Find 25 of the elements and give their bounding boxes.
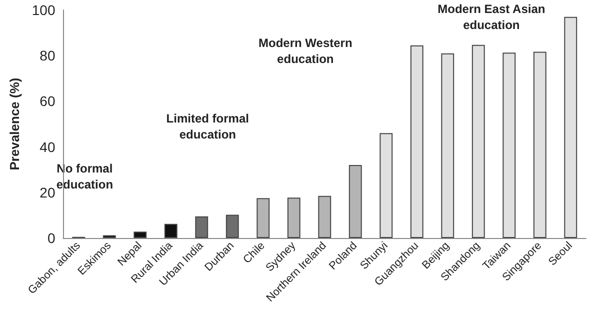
bar	[502, 52, 516, 238]
bar	[472, 44, 485, 238]
bar	[164, 224, 178, 238]
annotation: Modern Western education	[258, 36, 352, 66]
y-tick-label: 0	[47, 230, 56, 246]
y-tick-label: 20	[40, 184, 56, 200]
y-axis-title: Prevalence (%)	[7, 78, 22, 170]
bar	[564, 16, 578, 238]
annotation: Modern East Asian education	[438, 2, 546, 32]
bar	[533, 52, 546, 238]
bar	[318, 196, 332, 238]
bar	[134, 232, 147, 238]
bar	[410, 45, 424, 238]
bar	[256, 198, 270, 238]
annotation: Limited formal education	[166, 111, 249, 142]
bar	[287, 198, 300, 238]
bar	[226, 214, 239, 238]
bar	[195, 216, 208, 238]
y-tick-label: 80	[40, 48, 56, 64]
bar	[348, 165, 362, 238]
y-tick-label: 40	[40, 138, 56, 155]
y-tick-label: 60	[40, 93, 56, 110]
bar	[441, 53, 454, 238]
y-tick-label: 100	[32, 2, 56, 18]
bar	[380, 133, 393, 238]
